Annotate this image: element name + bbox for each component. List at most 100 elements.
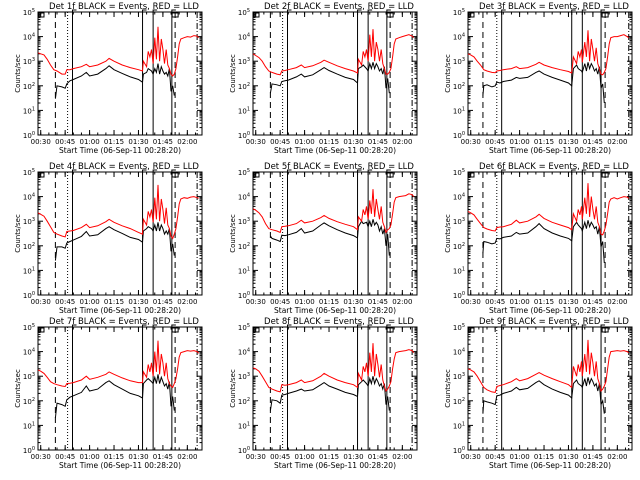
x-tick-label: 01:00: [79, 453, 99, 461]
y-tick-label: 101: [238, 266, 250, 275]
y-tick-label: 102: [23, 242, 35, 251]
marker-flag: [357, 324, 362, 330]
x-tick-label: 01:15: [534, 298, 554, 306]
series-line-events: [269, 219, 390, 256]
marker-flag: [152, 9, 158, 15]
y-tick-label: 103: [23, 217, 35, 226]
y-tick-label: 103: [453, 372, 465, 381]
series-line-lld: [252, 343, 415, 393]
panel-title: Det 9f BLACK = Events, RED = LLD: [479, 317, 629, 327]
marker-flag: [581, 324, 587, 330]
y-tick-label: 100: [453, 131, 465, 140]
x-tick-label: 01:30: [128, 298, 148, 306]
series-line-lld: [467, 339, 629, 393]
x-tick-label: 02:00: [177, 298, 197, 306]
plot-frame: [37, 326, 203, 451]
y-tick-label: 101: [238, 421, 250, 430]
detector-panel-5: Det 5f BLACK = Events, RED = LLD 100 101 10…: [229, 162, 418, 315]
x-tick-label: 02:00: [177, 453, 197, 461]
y-axis-label: Counts/sec: [444, 214, 452, 253]
x-tick-label: 01:30: [558, 453, 578, 461]
state-box-marker: [38, 12, 45, 18]
series-line-events: [482, 220, 605, 264]
x-tick-label: 00:30: [31, 298, 51, 306]
state-box-marker: [171, 12, 179, 18]
x-tick-label: 01:00: [294, 138, 314, 146]
y-tick-label: 104: [238, 193, 250, 202]
x-tick-label: 00:45: [485, 298, 505, 306]
x-tick-label: 01:00: [294, 453, 314, 461]
state-box-marker: [386, 172, 394, 178]
y-tick-label: 102: [23, 82, 35, 91]
plot-frame: [467, 171, 633, 296]
x-tick-label: 01:00: [294, 298, 314, 306]
y-tick-label: 100: [453, 446, 465, 455]
state-box-marker: [468, 12, 475, 18]
x-tick-label: 00:45: [55, 453, 75, 461]
y-tick-label: 102: [23, 397, 35, 406]
y-tick-label: 100: [23, 131, 35, 140]
y-tick-label: 104: [453, 33, 465, 42]
marker-flag: [71, 9, 77, 15]
y-tick-label: 101: [453, 266, 465, 275]
x-tick-label: 01:15: [319, 138, 339, 146]
plot-frame: [467, 326, 633, 451]
y-tick-label: 105: [453, 8, 465, 17]
series-line-events: [269, 376, 390, 411]
panel-title: Det 4f BLACK = Events, RED = LLD: [49, 162, 199, 172]
y-tick-label: 101: [23, 266, 35, 275]
y-tick-label: 104: [453, 193, 465, 202]
series-line-lld: [252, 29, 415, 76]
x-tick-label: 01:45: [153, 138, 173, 146]
detector-panel-6: Det 6f BLACK = Events, RED = LLD 100 101 10…: [444, 162, 633, 315]
y-tick-label: 105: [23, 8, 35, 17]
marker-flag: [286, 324, 292, 330]
x-tick-label: 00:30: [461, 453, 481, 461]
y-tick-label: 102: [453, 397, 465, 406]
marker-flag: [501, 169, 506, 175]
state-box-marker: [171, 327, 179, 333]
marker-flag: [286, 9, 292, 15]
marker-flag: [600, 169, 606, 175]
panel-title: Det 1f BLACK = Events, RED = LLD: [49, 2, 199, 12]
x-tick-label: 01:45: [583, 138, 603, 146]
marker-flag: [367, 169, 373, 175]
y-tick-label: 101: [23, 421, 35, 430]
y-tick-label: 104: [23, 348, 35, 357]
x-tick-label: 01:30: [128, 453, 148, 461]
state-box-marker: [601, 172, 609, 178]
series-line-lld: [37, 340, 200, 389]
y-axis-label: Counts/sec: [229, 54, 237, 93]
plot-frame: [37, 171, 203, 296]
x-tick-label: 01:00: [509, 138, 529, 146]
x-tick-label: 02:00: [392, 138, 412, 146]
state-box-marker: [468, 327, 475, 333]
series-line-events: [54, 63, 175, 99]
state-box-marker: [253, 172, 260, 178]
x-tick-label: 00:30: [461, 138, 481, 146]
x-tick-label: 01:15: [319, 298, 339, 306]
marker-flag: [571, 169, 576, 175]
marker-flag: [501, 9, 506, 15]
x-tick-label: 00:30: [31, 453, 51, 461]
marker-flag: [581, 9, 587, 15]
x-tick-label: 00:30: [461, 298, 481, 306]
x-tick-label: 02:00: [607, 138, 627, 146]
marker-flag: [142, 9, 147, 15]
y-tick-label: 105: [238, 323, 250, 332]
y-axis-label: Counts/sec: [14, 54, 22, 93]
y-tick-label: 105: [23, 323, 35, 332]
y-axis-label: Counts/sec: [229, 369, 237, 408]
x-tick-label: 01:45: [583, 453, 603, 461]
detector-panel-4: Det 4f BLACK = Events, RED = LLD 100 101 10…: [14, 162, 203, 315]
x-tick-label: 01:00: [79, 138, 99, 146]
x-tick-label: 01:15: [534, 138, 554, 146]
marker-flag: [142, 324, 147, 330]
x-tick-label: 02:00: [177, 138, 197, 146]
y-tick-label: 100: [238, 291, 250, 300]
x-tick-label: 01:45: [153, 298, 173, 306]
x-tick-label: 01:45: [153, 453, 173, 461]
x-tick-label: 01:45: [368, 453, 388, 461]
x-axis-label: Start Time (06-Sep-11 00:28:20): [274, 306, 396, 315]
y-tick-label: 105: [23, 168, 35, 177]
